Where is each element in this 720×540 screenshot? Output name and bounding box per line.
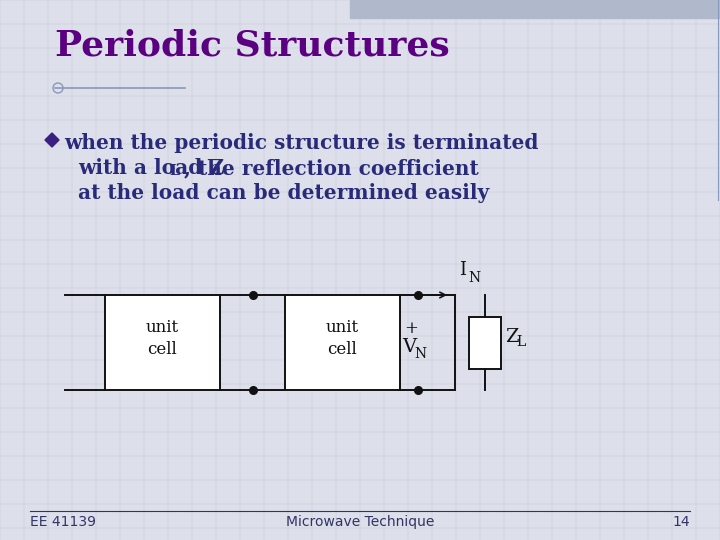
Text: Z: Z [505,328,518,347]
Bar [350,0,720,18]
Text: V: V [402,339,416,356]
Text: with a load Z: with a load Z [78,158,224,178]
Text: , the reflection coefficient: , the reflection coefficient [177,158,479,178]
Text: Microwave Technique: Microwave Technique [286,515,434,529]
Text: unit
cell: unit cell [326,319,359,358]
Text: at the load can be determined easily: at the load can be determined easily [78,183,489,203]
Text: N: N [414,348,426,361]
Text: +: + [404,320,418,337]
Text: L: L [516,335,526,349]
Text: 14: 14 [672,515,690,529]
Bar [285,295,400,390]
Text: L: L [169,164,179,178]
Text: I: I [459,261,466,279]
Text: unit
cell: unit cell [146,319,179,358]
Bar [469,316,501,368]
Text: Periodic Structures: Periodic Structures [55,28,450,62]
Polygon shape [45,133,59,147]
Text: when the periodic structure is terminated: when the periodic structure is terminate… [64,133,539,153]
Bar [105,295,220,390]
Text: N: N [468,271,480,285]
Text: EE 41139: EE 41139 [30,515,96,529]
